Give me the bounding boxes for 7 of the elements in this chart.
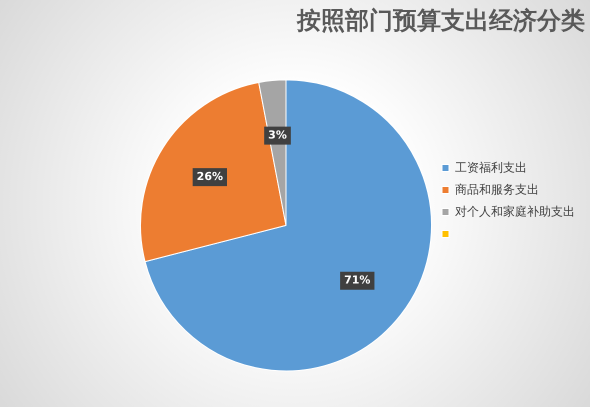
chart-title: 按照部门预算支出经济分类	[296, 6, 585, 35]
legend-label: 对个人和家庭补助支出	[455, 204, 575, 218]
legend-label: 工资福利支出	[455, 160, 527, 174]
data-label: 26%	[196, 170, 224, 183]
data-label: 3%	[268, 128, 287, 142]
data-label: 71%	[344, 274, 370, 287]
legend-label: 商品和服务支出	[455, 182, 539, 196]
